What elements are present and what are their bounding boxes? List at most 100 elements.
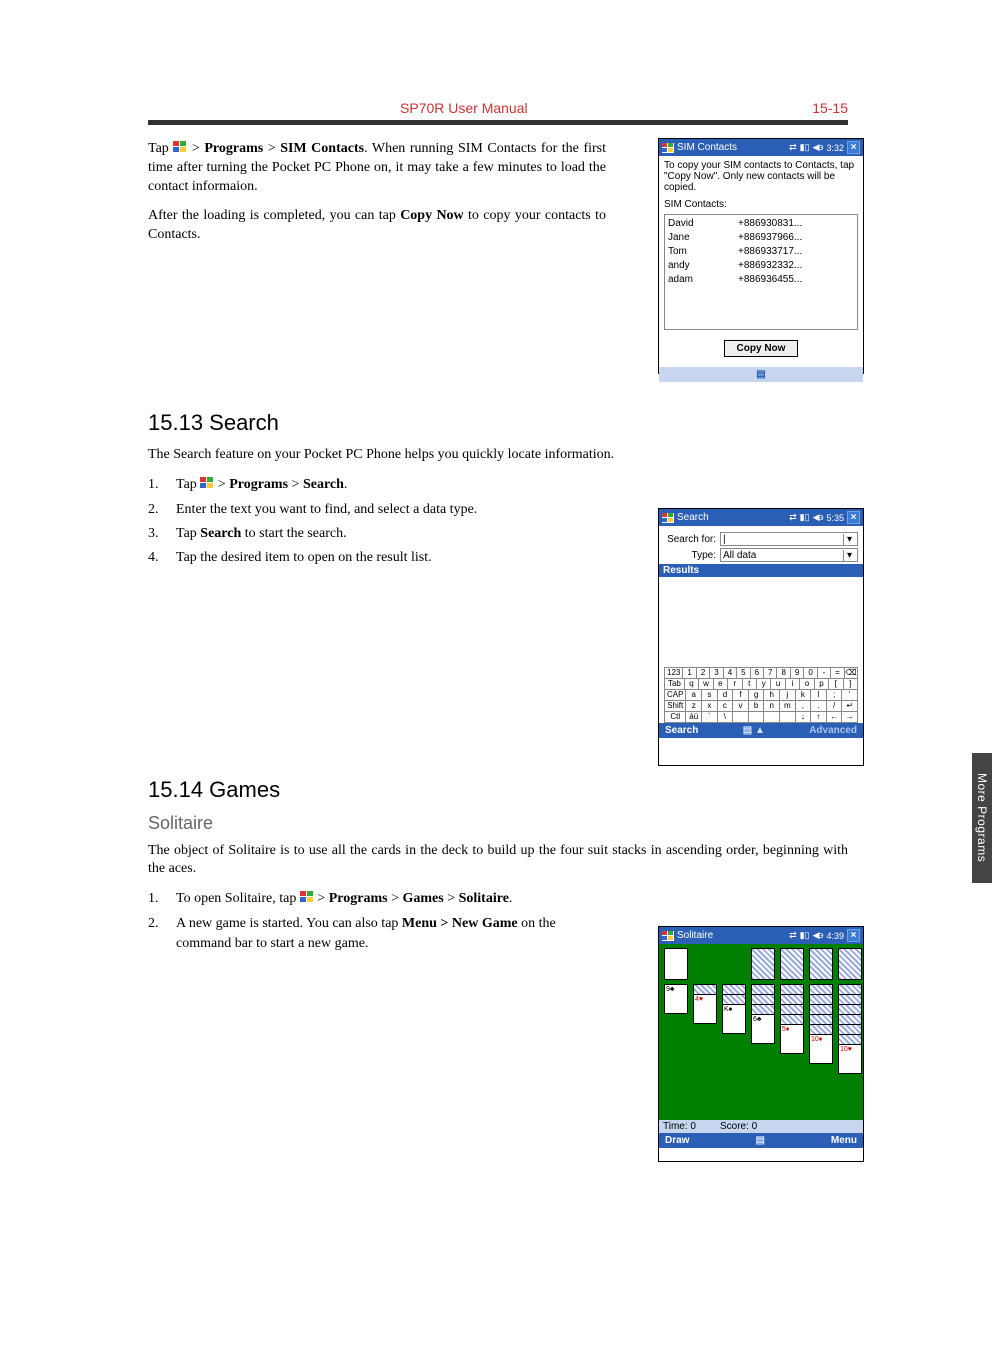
card-face[interactable]: 10♥ [838, 1044, 862, 1074]
foundation-slot[interactable] [751, 948, 775, 980]
keyboard-key[interactable]: ; [827, 690, 843, 701]
keyboard-key[interactable]: 5 [737, 668, 750, 679]
tableau-column[interactable]: 10♦ [809, 984, 833, 1064]
keyboard-key[interactable]: a [686, 690, 702, 701]
close-icon[interactable]: × [847, 141, 860, 154]
keyboard-key[interactable]: d [718, 690, 734, 701]
keyboard-key[interactable]: ⌫ [845, 668, 858, 679]
keyboard-key[interactable]: , [796, 701, 812, 712]
keyboard-key[interactable]: b [749, 701, 765, 712]
keyboard-key[interactable]: 4 [724, 668, 737, 679]
keyboard-key[interactable]: c [718, 701, 734, 712]
keyboard-key[interactable]: → [842, 712, 858, 723]
solitaire-table[interactable]: 9♣4♥K♠6♣5♦10♦10♥ [659, 944, 863, 1120]
sim-contact-row[interactable]: adam+886936455... [668, 273, 854, 287]
sim-contact-row[interactable]: David+886930831... [668, 217, 854, 231]
keyboard-key[interactable]: ] [844, 679, 858, 690]
keyboard-key[interactable]: i [786, 679, 800, 690]
keyboard-key[interactable] [780, 712, 796, 723]
tableau-column[interactable]: 5♦ [780, 984, 804, 1054]
keyboard-toggle-icon[interactable]: ▤ [689, 1135, 830, 1146]
chevron-down-icon[interactable]: ▾ [843, 550, 855, 561]
copy-now-button[interactable]: Copy Now [724, 340, 799, 357]
keyboard-key[interactable]: y [757, 679, 771, 690]
card-face[interactable]: 6♣ [751, 1014, 775, 1044]
keyboard-key[interactable]: n [764, 701, 780, 712]
keyboard-key[interactable]: x [702, 701, 718, 712]
keyboard-key[interactable]: 1 [683, 668, 696, 679]
keyboard-key[interactable]: 123 [664, 668, 683, 679]
keyboard-key[interactable]: ↵ [842, 701, 858, 712]
sim-contact-row[interactable]: andy+886932332... [668, 259, 854, 273]
sim-contacts-list[interactable]: David+886930831...Jane+886937966...Tom+8… [664, 214, 858, 330]
card-face[interactable]: 4♥ [693, 994, 717, 1024]
keyboard-key[interactable]: Tab [664, 679, 685, 690]
keyboard-key[interactable]: ↓ [796, 712, 812, 723]
keyboard-key[interactable]: v [733, 701, 749, 712]
keyboard-key[interactable]: 8 [777, 668, 790, 679]
on-screen-keyboard[interactable]: 1231234567890-=⌫Tabqwertyuiop[]CAPasdfgh… [664, 667, 858, 723]
keyboard-key[interactable]: o [800, 679, 814, 690]
sim-contact-row[interactable]: Jane+886937966... [668, 231, 854, 245]
keyboard-toggle-icon[interactable]: ▤ ▲ [698, 725, 809, 736]
chevron-down-icon[interactable]: ▾ [843, 534, 855, 545]
foundation-slot[interactable] [780, 948, 804, 980]
draw-button[interactable]: Draw [665, 1135, 689, 1146]
keyboard-key[interactable]: 9 [791, 668, 804, 679]
keyboard-key[interactable]: ' [842, 690, 858, 701]
solitaire-deck[interactable] [664, 948, 688, 980]
keyboard-key[interactable]: [ [829, 679, 843, 690]
search-for-input[interactable]: |▾ [720, 532, 858, 546]
search-cmd-left[interactable]: Search [665, 725, 698, 736]
keyboard-key[interactable]: q [685, 679, 699, 690]
tableau-column[interactable]: K♠ [722, 984, 746, 1034]
keyboard-key[interactable]: p [815, 679, 829, 690]
foundation-slot[interactable] [838, 948, 862, 980]
keyboard-key[interactable]: u [771, 679, 785, 690]
keyboard-key[interactable] [764, 712, 780, 723]
search-cmd-right[interactable]: Advanced [809, 725, 857, 736]
keyboard-key[interactable]: 3 [710, 668, 723, 679]
tableau-column[interactable]: 6♣ [751, 984, 775, 1044]
card-face[interactable]: 10♦ [809, 1034, 833, 1064]
keyboard-key[interactable]: 0 [804, 668, 817, 679]
keyboard-key[interactable]: s [702, 690, 718, 701]
keyboard-key[interactable]: t [743, 679, 757, 690]
tableau-column[interactable]: 4♥ [693, 984, 717, 1024]
keyboard-key[interactable]: . [811, 701, 827, 712]
keyboard-key[interactable]: g [749, 690, 765, 701]
keyboard-key[interactable] [733, 712, 749, 723]
keyboard-key[interactable]: áü [686, 712, 702, 723]
sim-contact-row[interactable]: Tom+886933717... [668, 245, 854, 259]
keyboard-key[interactable]: k [796, 690, 812, 701]
keyboard-key[interactable]: z [686, 701, 702, 712]
keyboard-key[interactable] [749, 712, 765, 723]
keyboard-key[interactable]: f [733, 690, 749, 701]
keyboard-key[interactable]: ` [702, 712, 718, 723]
keyboard-key[interactable]: e [714, 679, 728, 690]
tableau-column[interactable]: 9♣ [664, 984, 688, 1014]
keyboard-key[interactable]: 2 [697, 668, 710, 679]
keyboard-key[interactable]: Shift [664, 701, 686, 712]
keyboard-key[interactable]: j [780, 690, 796, 701]
keyboard-key[interactable]: / [827, 701, 843, 712]
foundation-slot[interactable] [809, 948, 833, 980]
keyboard-key[interactable]: Ctl [664, 712, 686, 723]
keyboard-key[interactable]: ← [827, 712, 843, 723]
keyboard-key[interactable]: w [699, 679, 713, 690]
type-select[interactable]: All data▾ [720, 548, 858, 562]
tableau-column[interactable]: 10♥ [838, 984, 862, 1074]
keyboard-key[interactable]: r [728, 679, 742, 690]
keyboard-key[interactable]: = [831, 668, 844, 679]
card-face[interactable]: K♠ [722, 1004, 746, 1034]
keyboard-key[interactable]: \ [718, 712, 734, 723]
keyboard-key[interactable]: h [764, 690, 780, 701]
keyboard-key[interactable]: 7 [764, 668, 777, 679]
card-face[interactable]: 9♣ [664, 984, 688, 1014]
keyboard-key[interactable]: CAP [664, 690, 686, 701]
keyboard-key[interactable]: l [811, 690, 827, 701]
keyboard-key[interactable]: ↑ [811, 712, 827, 723]
keyboard-key[interactable]: m [780, 701, 796, 712]
keyboard-key[interactable]: - [818, 668, 831, 679]
results-list[interactable] [664, 577, 858, 667]
